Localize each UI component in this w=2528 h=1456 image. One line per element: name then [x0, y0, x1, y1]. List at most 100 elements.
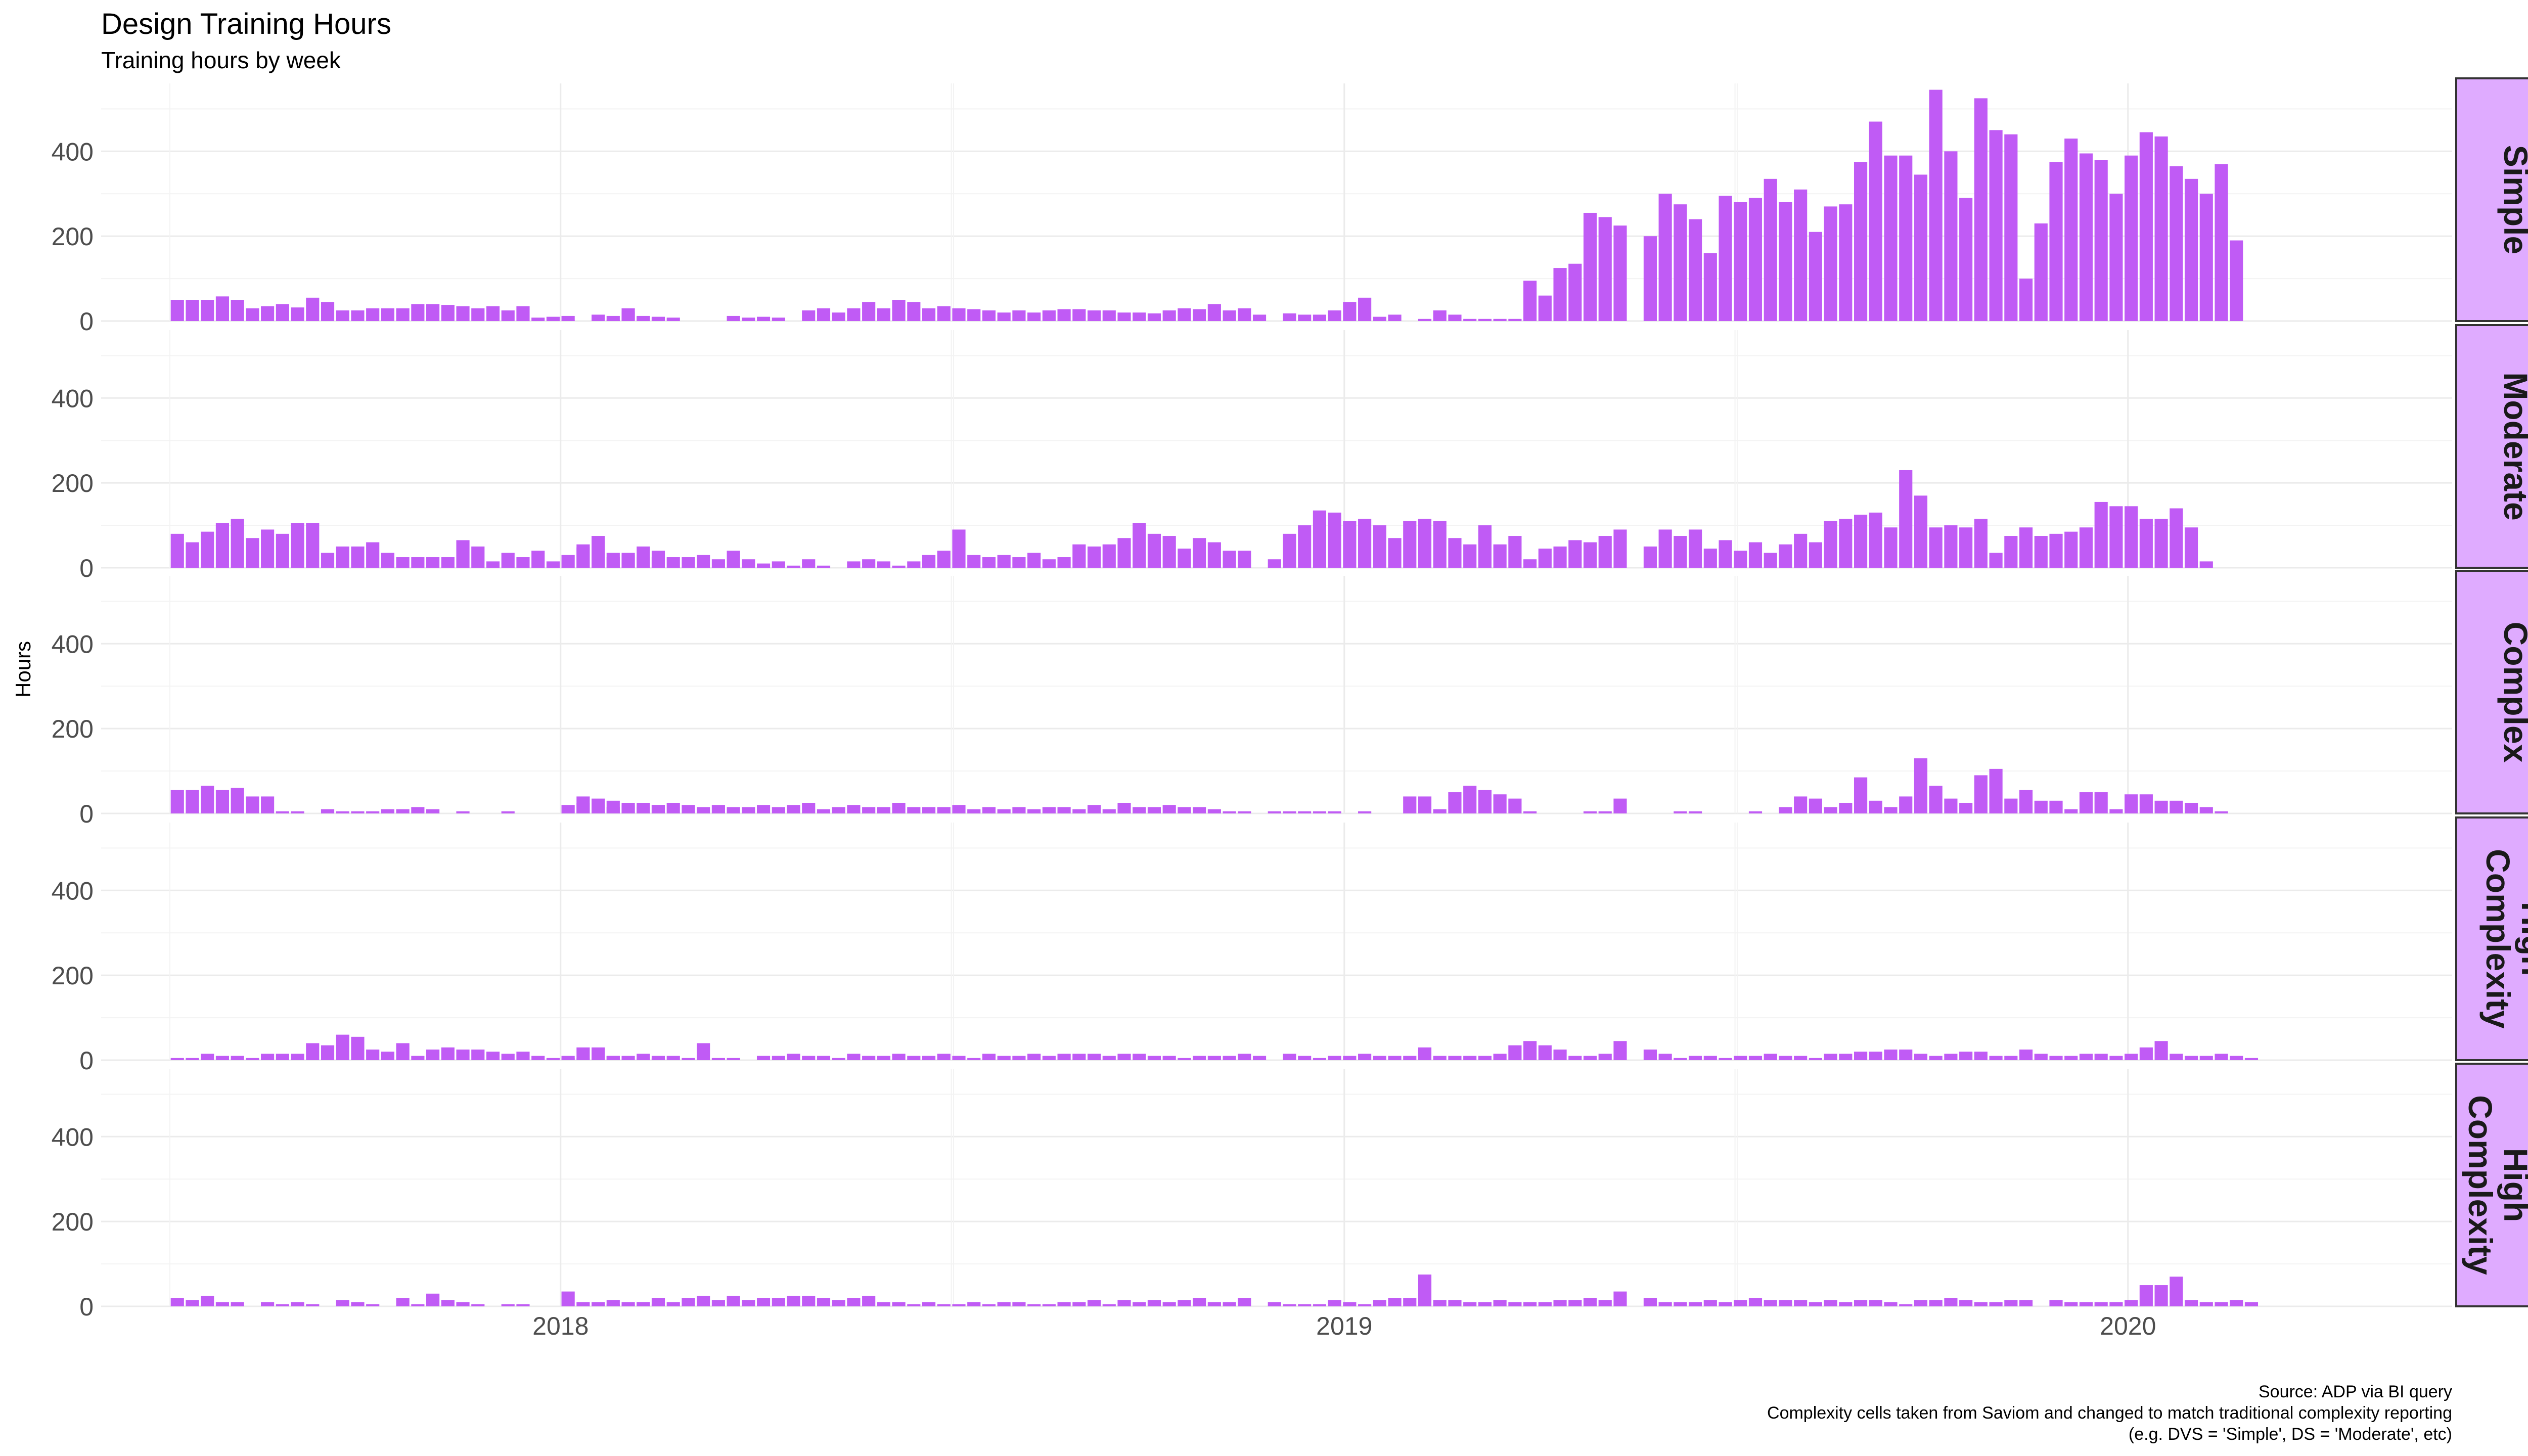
bar — [1298, 314, 1312, 321]
bar — [1839, 204, 1853, 321]
bar — [456, 1302, 470, 1306]
bar — [1012, 310, 1026, 321]
bar — [246, 796, 259, 813]
bar — [2034, 800, 2048, 813]
bar — [2139, 1285, 2153, 1306]
facet-strip-label-line: Complexity — [2479, 849, 2517, 1029]
bar — [306, 1304, 320, 1306]
bar — [576, 1047, 590, 1060]
bar — [2094, 1302, 2108, 1306]
bar — [892, 565, 906, 568]
bar — [787, 1296, 800, 1306]
bar — [2004, 798, 2018, 813]
bar — [907, 302, 921, 321]
bar — [456, 1050, 470, 1060]
bar — [306, 523, 320, 568]
bar — [531, 317, 545, 321]
bar — [1418, 519, 1432, 568]
bar — [756, 805, 771, 813]
bar — [1854, 1052, 1868, 1060]
caption-note: Complexity cells taken from Saviom and c… — [1767, 1403, 2452, 1423]
bar — [381, 308, 394, 321]
x-tick-label: 2019 — [1316, 1312, 1372, 1340]
bar — [261, 1054, 275, 1060]
bar — [1388, 538, 1402, 568]
bar — [2019, 790, 2033, 813]
bar — [1373, 1300, 1386, 1306]
bar — [501, 811, 515, 813]
bar — [1899, 1050, 1913, 1060]
bar — [501, 1054, 515, 1060]
bar — [1042, 1304, 1056, 1306]
bar — [471, 1050, 485, 1060]
bar — [1493, 794, 1507, 813]
bar — [1463, 1302, 1477, 1306]
bar — [997, 312, 1011, 321]
bar — [1914, 1054, 1928, 1060]
bar — [592, 314, 605, 321]
bar — [1178, 1300, 1191, 1306]
bar — [411, 1056, 425, 1060]
bar — [170, 1058, 184, 1060]
bar — [1147, 1056, 1161, 1060]
bar — [1794, 533, 1808, 568]
bar — [1674, 204, 1687, 321]
bar — [907, 1304, 921, 1306]
y-tick-label: 400 — [52, 138, 94, 166]
bar — [802, 310, 816, 321]
bar — [441, 305, 455, 321]
bar — [1072, 309, 1086, 321]
bar — [1268, 811, 1281, 813]
bar — [201, 531, 214, 568]
bar — [1734, 551, 1747, 568]
bar — [441, 557, 455, 568]
bar — [1102, 809, 1116, 813]
bar — [1583, 212, 1597, 321]
bar — [1012, 1056, 1026, 1060]
bar — [1764, 1054, 1777, 1060]
bar — [516, 557, 530, 568]
bar — [1403, 1056, 1417, 1060]
bar — [1448, 792, 1462, 813]
bar — [215, 1056, 230, 1060]
bar — [1929, 786, 1943, 813]
bar — [1959, 198, 1973, 321]
bar — [1238, 308, 1251, 321]
bar — [877, 807, 890, 813]
bar — [501, 310, 515, 321]
bar — [817, 809, 831, 813]
bar — [1298, 811, 1312, 813]
bar — [456, 811, 470, 813]
bar — [651, 805, 665, 813]
facet-strip-label-line: Complexity — [2462, 1095, 2499, 1275]
bar — [1989, 1302, 2003, 1306]
bar — [621, 805, 635, 813]
bar — [1538, 1045, 1552, 1060]
bar — [2154, 1041, 2168, 1060]
bar — [336, 1300, 349, 1306]
y-tick-label: 0 — [79, 307, 94, 336]
bar — [1884, 807, 1898, 813]
bar — [1313, 811, 1327, 813]
bar — [1133, 312, 1146, 321]
bar — [1508, 1302, 1522, 1306]
bar — [516, 1052, 530, 1060]
bar — [321, 809, 335, 813]
bar — [2019, 1050, 2033, 1060]
bar — [501, 553, 515, 568]
bar — [802, 1296, 816, 1306]
bar — [1734, 1300, 1747, 1306]
y-tick-label: 0 — [79, 800, 94, 828]
bar — [2019, 1300, 2033, 1306]
bar — [1027, 809, 1041, 813]
bar — [787, 805, 800, 813]
bar — [651, 557, 665, 568]
bar — [1448, 1056, 1462, 1060]
bar — [366, 1050, 380, 1060]
bar — [1689, 1302, 1702, 1306]
x-tick-label: 2018 — [532, 1312, 589, 1340]
bar — [952, 805, 966, 813]
bar — [1493, 1300, 1507, 1306]
bar — [922, 1056, 936, 1060]
bar — [787, 1054, 800, 1060]
